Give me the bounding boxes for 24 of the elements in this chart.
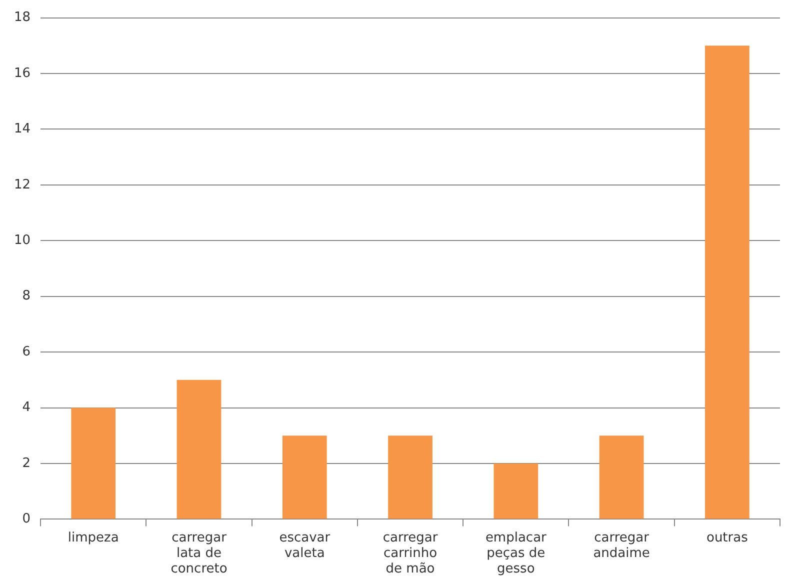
x-tick-label: outras <box>706 530 748 546</box>
y-tick-label: 16 <box>14 66 31 81</box>
bar <box>71 408 116 519</box>
y-tick-label: 10 <box>14 233 31 248</box>
bar <box>705 46 750 519</box>
bar <box>494 463 538 519</box>
y-tick-label: 18 <box>14 10 31 26</box>
y-tick-label: 0 <box>22 512 31 527</box>
x-tick-label: escavar valeta <box>279 530 331 561</box>
x-tick-label: carregar lata de concreto <box>170 530 228 577</box>
x-tick-label: limpeza <box>68 530 119 546</box>
x-tick-label: carregar carrinho de mão <box>382 530 438 577</box>
bar <box>388 436 432 519</box>
bar <box>282 436 327 519</box>
y-tick-label: 12 <box>14 177 31 192</box>
x-tick-label: emplacar peças de gesso <box>485 530 548 577</box>
bar <box>176 380 222 519</box>
x-tick-label: carregar andaime <box>593 530 650 561</box>
y-tick-label: 2 <box>22 456 31 471</box>
bar <box>599 436 644 519</box>
y-tick-label: 14 <box>14 122 31 137</box>
y-tick-label: 6 <box>22 344 31 360</box>
y-tick-label: 8 <box>22 288 31 304</box>
y-tick-label: 4 <box>22 400 31 416</box>
